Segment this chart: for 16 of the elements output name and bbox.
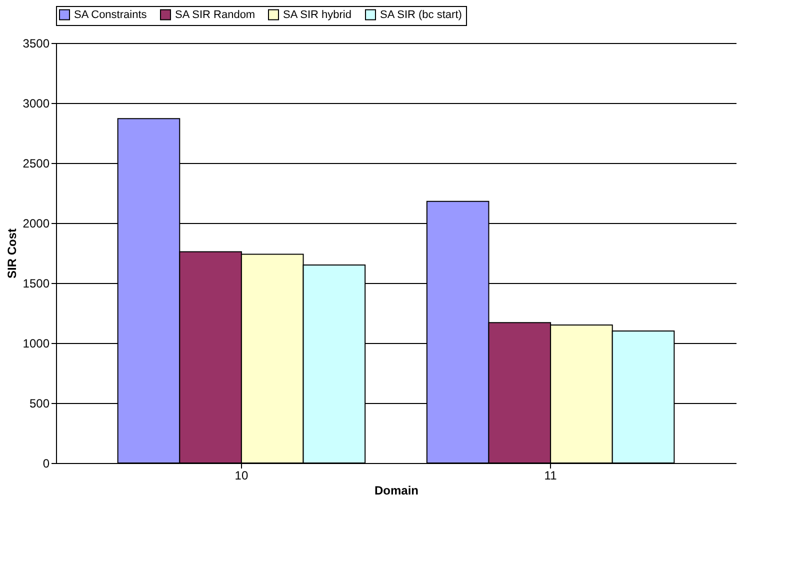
y-tick-label: 2000 [22, 216, 50, 230]
y-tick-label: 3500 [22, 36, 50, 50]
legend-label: SA SIR hybrid [283, 8, 352, 21]
y-tick-label: 0 [42, 456, 50, 470]
y-tick-label: 1000 [22, 336, 50, 350]
x-axis-title: Domain [374, 484, 419, 498]
legend-label: SA Constraints [74, 8, 148, 21]
y-tick-label: 1500 [22, 276, 50, 290]
legend-label: SA SIR (bc start) [380, 8, 462, 21]
y-tick-label: 2500 [22, 156, 50, 170]
x-tick-label: 10 [234, 468, 248, 482]
y-tick-label: 3000 [22, 96, 50, 110]
y-tick-label: 500 [29, 396, 50, 410]
x-tick-label: 11 [544, 468, 558, 482]
legend-label: SA SIR Random [175, 8, 256, 21]
y-axis-title: SIR Cost [4, 228, 19, 279]
